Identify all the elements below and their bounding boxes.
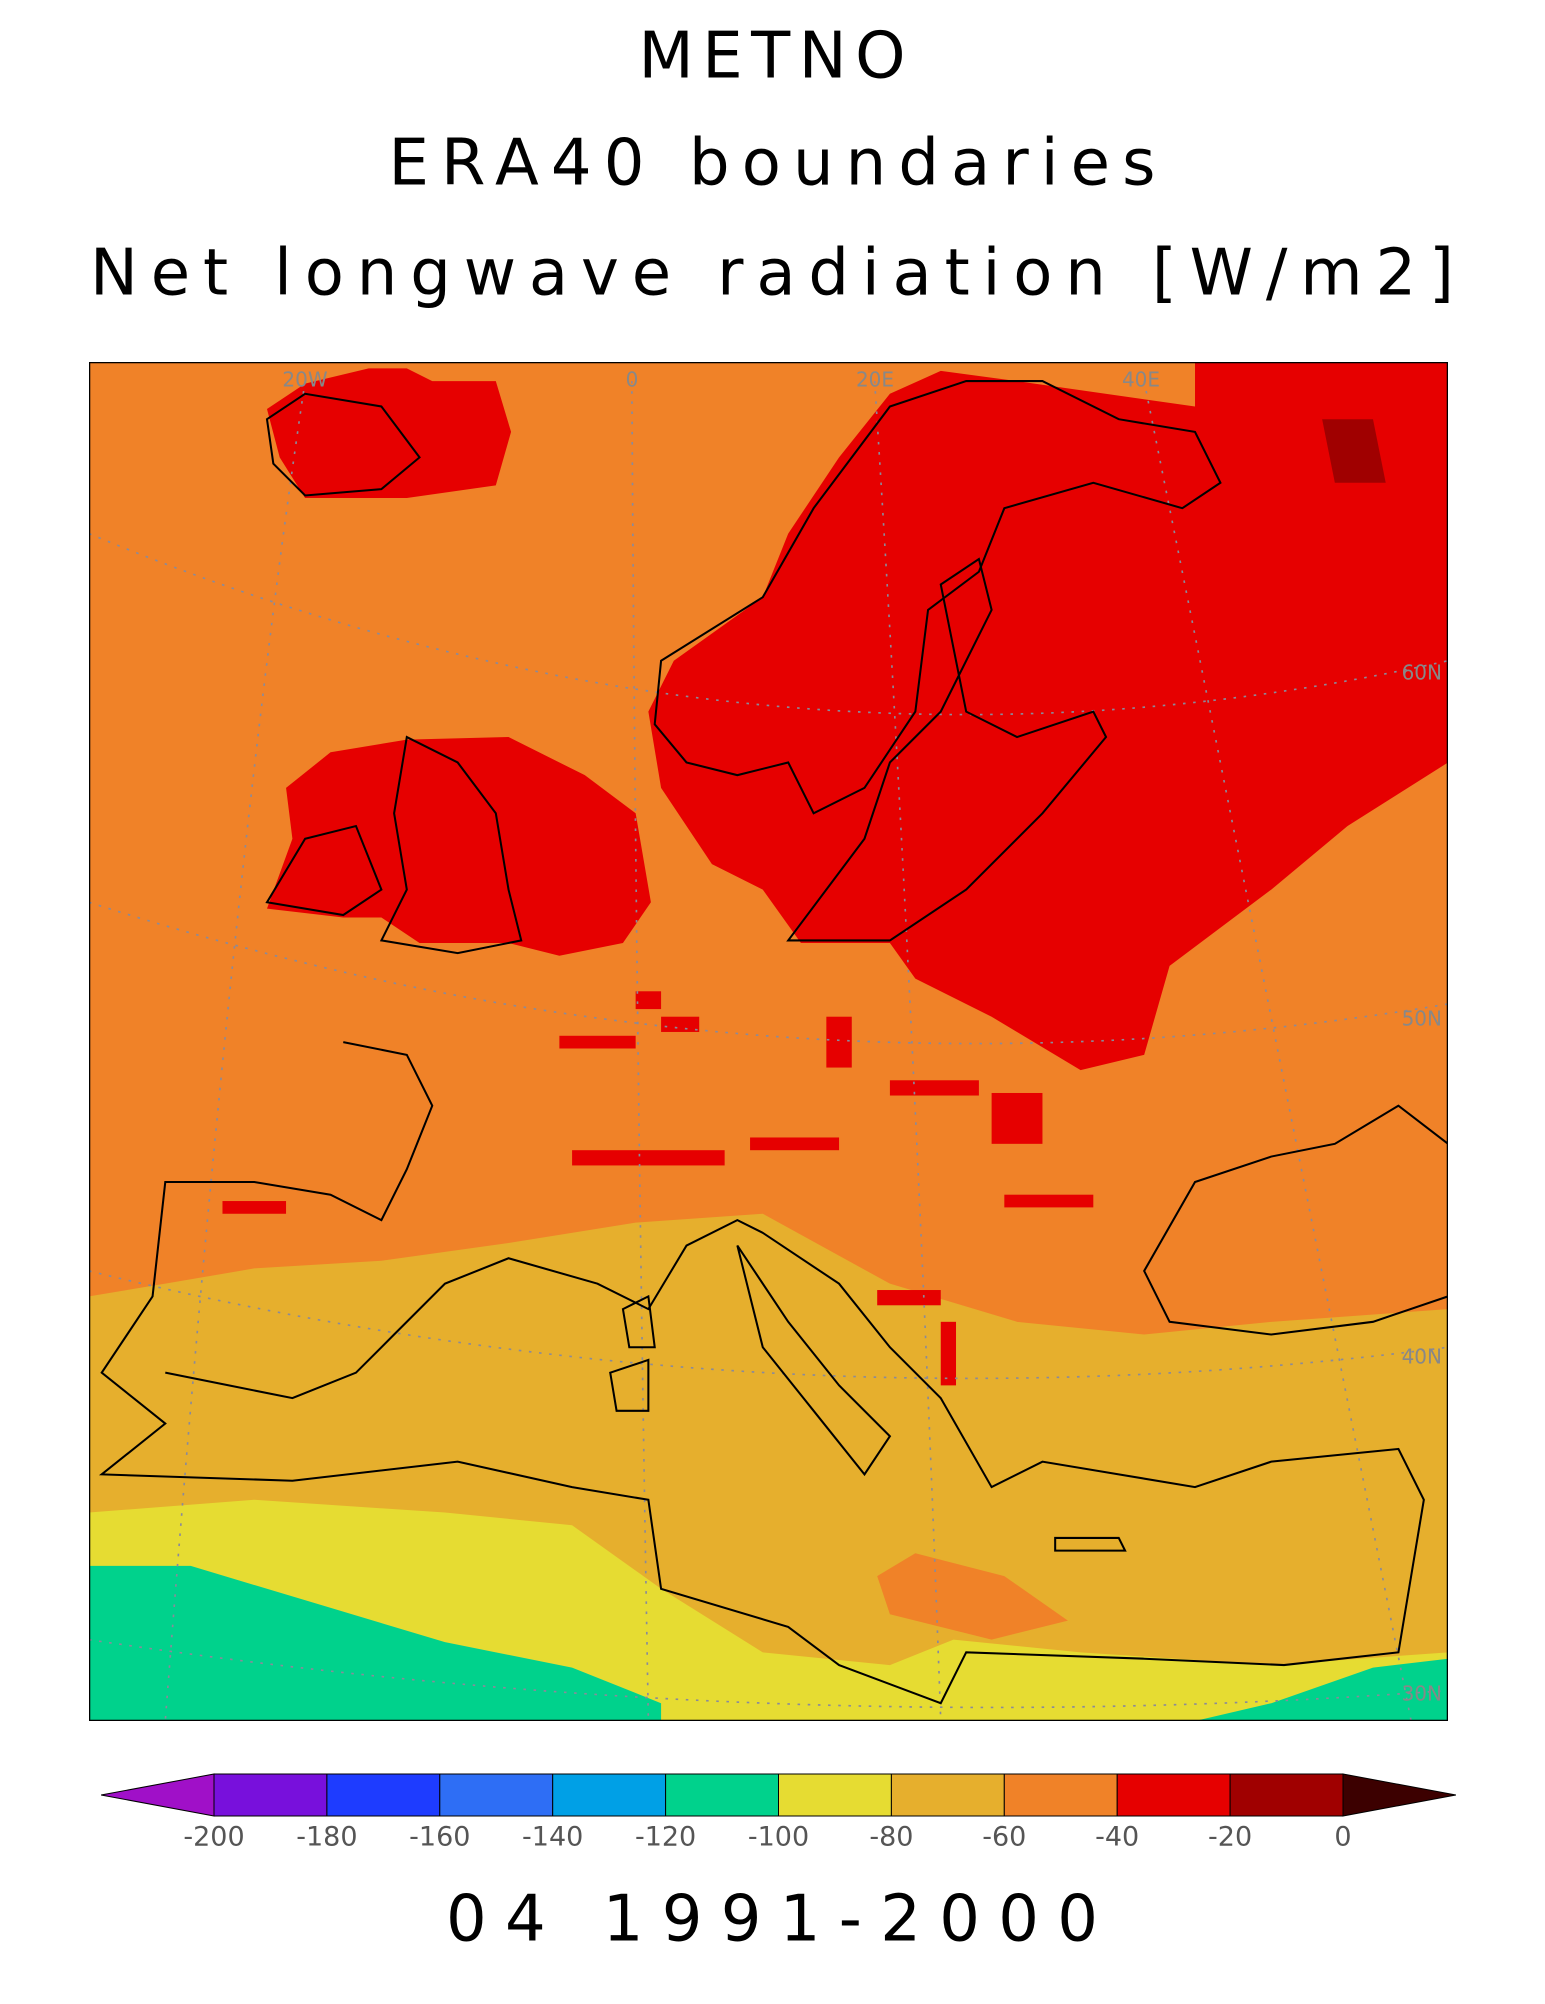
field-region [648, 362, 1448, 1071]
colorbar-box [665, 1773, 779, 1817]
colorbar-tick-label: -40 [1095, 1822, 1139, 1853]
field-region [1322, 419, 1386, 483]
colorbar-tick-label: -200 [183, 1822, 244, 1853]
lat-label: 40N [1402, 1345, 1442, 1369]
lon-label: 20W [282, 368, 327, 392]
colorbar-tick-label: -80 [869, 1822, 913, 1853]
colorbar-box [213, 1773, 328, 1817]
colorbar-box [1229, 1773, 1344, 1817]
colorbar-box [439, 1773, 554, 1817]
colorbar-tick-label: -160 [409, 1822, 470, 1853]
lat-label: 30N [1402, 1682, 1442, 1706]
field-region [89, 1565, 662, 1721]
colorbar-box [890, 1773, 1005, 1817]
colorbar-tick-label: -60 [982, 1822, 1026, 1853]
lat-label: 60N [1402, 661, 1442, 685]
footer: 04 1991-2000 [446, 1883, 1098, 1957]
colorbar-box [1003, 1773, 1118, 1817]
colorbar-tick-label: -20 [1208, 1822, 1252, 1853]
colorbar-box [552, 1773, 667, 1817]
lon-label: 20E [856, 368, 894, 392]
field-region [877, 1553, 1068, 1640]
colorbar-tick-label: 0 [1334, 1822, 1351, 1853]
map [89, 362, 1448, 1721]
colorbar-box [326, 1773, 441, 1817]
lat-label: 50N [1402, 1007, 1442, 1031]
lon-label: 40E [1122, 368, 1160, 392]
title-line: ERA40 boundaries [389, 127, 1156, 201]
colorbar-tick-label: -120 [635, 1822, 696, 1853]
graticule [89, 380, 1448, 1721]
lon-label: 0 [626, 368, 639, 392]
field-region [1195, 1658, 1448, 1721]
colorbar-box [1116, 1773, 1231, 1817]
colorbar-tick-label: -100 [748, 1822, 809, 1853]
title-line: METNO [639, 20, 906, 94]
colorbar-tick-label: -180 [296, 1822, 357, 1853]
field-region [266, 368, 512, 499]
colorbar: -200 -180 -160 -140 -120 -100 -80 -60 -40 -20 0 [101, 1773, 1456, 1853]
colorbar-extend-high [1342, 1773, 1456, 1817]
coastline [98, 380, 1448, 1705]
colorbar-extend-low [101, 1773, 215, 1817]
title-line: Net longwave radiation [W/m2] [90, 237, 1454, 311]
colorbar-box [778, 1773, 892, 1817]
colorbar-tick-label: -140 [522, 1822, 583, 1853]
field-patches [222, 991, 1094, 1386]
